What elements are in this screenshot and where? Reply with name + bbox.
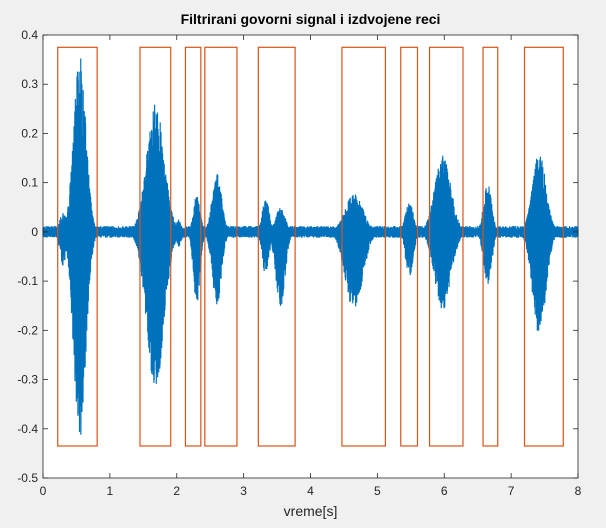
x-tick-label: 5	[374, 484, 381, 498]
axis-ticks: 0 1 2 3 4 5 6 7 8 0.4 0.3 0.2 0.1 0 -0.1 -0.2 -0.3 -0.4 -0…	[17, 28, 581, 498]
y-tick-label: -0.1	[17, 274, 38, 288]
word-segment-box	[400, 46, 419, 447]
y-tick-label: -0.3	[17, 373, 38, 387]
y-tick-label: -0.5	[17, 471, 38, 485]
x-tick-label: 8	[575, 484, 582, 498]
x-tick-label: 0	[40, 484, 47, 498]
x-tick-label: 1	[107, 484, 114, 498]
x-tick-label: 7	[508, 484, 515, 498]
word-segment-box	[341, 46, 386, 447]
plot-area: 0 1 2 3 4 5 6 7 8 0.4 0.3 0.2 0.1 0 -0.1 -0.2 -0.3 -0.4 -0…	[17, 28, 581, 498]
word-segment-box	[482, 46, 499, 447]
word-segment-box	[57, 46, 98, 447]
x-tick-label: 4	[307, 484, 314, 498]
x-axis-label: vreme[s]	[284, 503, 338, 519]
y-tick-label: -0.2	[17, 323, 38, 337]
x-tick-label: 3	[240, 484, 247, 498]
y-tick-label: -0.4	[17, 422, 38, 436]
word-segment-box	[257, 46, 296, 447]
y-tick-label: 0.1	[21, 176, 38, 190]
y-tick-label: 0.4	[21, 28, 38, 42]
y-tick-label: 0.2	[21, 126, 38, 140]
word-segment-box	[428, 46, 464, 447]
y-tick-label: 0.3	[21, 77, 38, 91]
x-tick-label: 6	[441, 484, 448, 498]
word-segment-box	[184, 46, 202, 447]
y-tick-label: 0	[31, 225, 38, 239]
x-tick-label: 2	[173, 484, 180, 498]
word-segment-box	[139, 46, 172, 447]
word-segment-box	[204, 46, 238, 447]
word-segment-box	[523, 46, 564, 447]
word-segments	[57, 46, 564, 447]
chart-title: Filtrirani govorni signal i izdvojene re…	[181, 11, 441, 27]
signal-waveform	[42, 58, 579, 435]
